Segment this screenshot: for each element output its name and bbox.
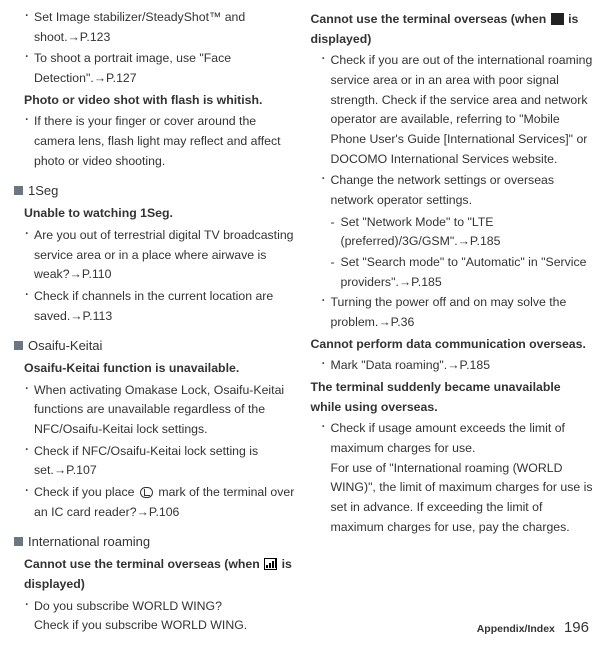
list-item: ･ Change the network settings or oversea… — [311, 171, 594, 210]
bullet-icon: ･ — [321, 293, 331, 332]
list-item: ･ Set Image stabilizer/SteadyShot™ and s… — [14, 8, 297, 47]
section-header: International roaming — [14, 532, 297, 553]
subheading: Unable to watching 1Seg. — [14, 204, 297, 224]
bullet-icon: ･ — [321, 419, 331, 537]
item-text: Are you out of terrestrial digital TV br… — [34, 226, 297, 285]
square-icon — [14, 341, 23, 350]
item-text: Check if NFC/Osaifu-Keitai lock setting … — [34, 442, 297, 481]
section-title: International roaming — [28, 532, 150, 553]
list-item: ･ Mark "Data roaming".→P.185 — [311, 356, 594, 376]
bullet-icon: ･ — [321, 51, 331, 169]
bullet-icon: ･ — [24, 597, 34, 636]
section-header: Osaifu-Keitai — [14, 336, 297, 357]
square-icon — [14, 186, 23, 195]
section-header: 1Seg — [14, 181, 297, 202]
list-item: ･ Check if you place mark of the termina… — [14, 483, 297, 522]
bullet-icon: ･ — [24, 483, 34, 522]
bullet-icon: ･ — [24, 287, 34, 326]
list-item: ･ Check if channels in the current locat… — [14, 287, 297, 326]
signal-bars-icon — [264, 558, 277, 570]
dash-icon: - — [331, 213, 341, 252]
item-text: Change the network settings or overseas … — [331, 171, 594, 210]
felica-mark-icon — [140, 487, 153, 498]
list-item: ･ Check if you are out of the internatio… — [311, 51, 594, 169]
sub-item-text: Set "Search mode" to "Automatic" in "Ser… — [341, 253, 594, 292]
sub-list-item: - Set "Network Mode" to "LTE (preferred)… — [311, 213, 594, 252]
item-text: Do you subscribe WORLD WING?Check if you… — [34, 597, 297, 636]
bullet-icon: ･ — [24, 381, 34, 440]
item-text: If there is your finger or cover around … — [34, 112, 297, 171]
list-item: ･ Turning the power off and on may solve… — [311, 293, 594, 332]
sub-item-text: Set "Network Mode" to "LTE (preferred)/3… — [341, 213, 594, 252]
list-item: ･ Check if usage amount exceeds the limi… — [311, 419, 594, 537]
item-text: Check if channels in the current locatio… — [34, 287, 297, 326]
footer-label: Appendix/Index — [477, 623, 555, 635]
no-signal-icon — [551, 13, 564, 25]
item-text: Check if you place mark of the terminal … — [34, 483, 297, 522]
item-text: Mark "Data roaming".→P.185 — [331, 356, 594, 376]
bullet-icon: ･ — [24, 112, 34, 171]
list-item: ･ Check if NFC/Osaifu-Keitai lock settin… — [14, 442, 297, 481]
bullet-icon: ･ — [321, 356, 331, 376]
subheading: The terminal suddenly became unavailable… — [311, 378, 594, 417]
bullet-icon: ･ — [24, 226, 34, 285]
section-title: Osaifu-Keitai — [28, 336, 102, 357]
page-number: 196 — [564, 619, 589, 636]
dash-icon: - — [331, 253, 341, 292]
bullet-icon: ･ — [24, 442, 34, 481]
item-text: Turning the power off and on may solve t… — [331, 293, 594, 332]
two-column-layout: ･ Set Image stabilizer/SteadyShot™ and s… — [14, 8, 593, 638]
square-icon — [14, 537, 23, 546]
item-text: To shoot a portrait image, use "Face Det… — [34, 49, 297, 88]
subheading: Cannot use the terminal overseas (when i… — [311, 10, 594, 49]
right-column: Cannot use the terminal overseas (when i… — [311, 8, 594, 638]
left-column: ･ Set Image stabilizer/SteadyShot™ and s… — [14, 8, 297, 638]
sub-list-item: - Set "Search mode" to "Automatic" in "S… — [311, 253, 594, 292]
list-item: ･ Are you out of terrestrial digital TV … — [14, 226, 297, 285]
subheading: Osaifu-Keitai function is unavailable. — [14, 359, 297, 379]
item-text: When activating Omakase Lock, Osaifu-Kei… — [34, 381, 297, 440]
bullet-icon: ･ — [321, 171, 331, 210]
subheading: Photo or video shot with flash is whitis… — [14, 91, 297, 111]
section-title: 1Seg — [28, 181, 58, 202]
list-item: ･ Do you subscribe WORLD WING?Check if y… — [14, 597, 297, 636]
bullet-icon: ･ — [24, 49, 34, 88]
subheading: Cannot use the terminal overseas (when i… — [14, 555, 297, 594]
item-text: Set Image stabilizer/SteadyShot™ and sho… — [34, 8, 297, 47]
subheading: Cannot perform data communication overse… — [311, 335, 594, 355]
list-item: ･ To shoot a portrait image, use "Face D… — [14, 49, 297, 88]
item-text: Check if usage amount exceeds the limit … — [331, 419, 594, 537]
bullet-icon: ･ — [24, 8, 34, 47]
footer: Appendix/Index 196 — [477, 616, 589, 640]
list-item: ･ If there is your finger or cover aroun… — [14, 112, 297, 171]
item-text: Check if you are out of the internationa… — [331, 51, 594, 169]
list-item: ･ When activating Omakase Lock, Osaifu-K… — [14, 381, 297, 440]
